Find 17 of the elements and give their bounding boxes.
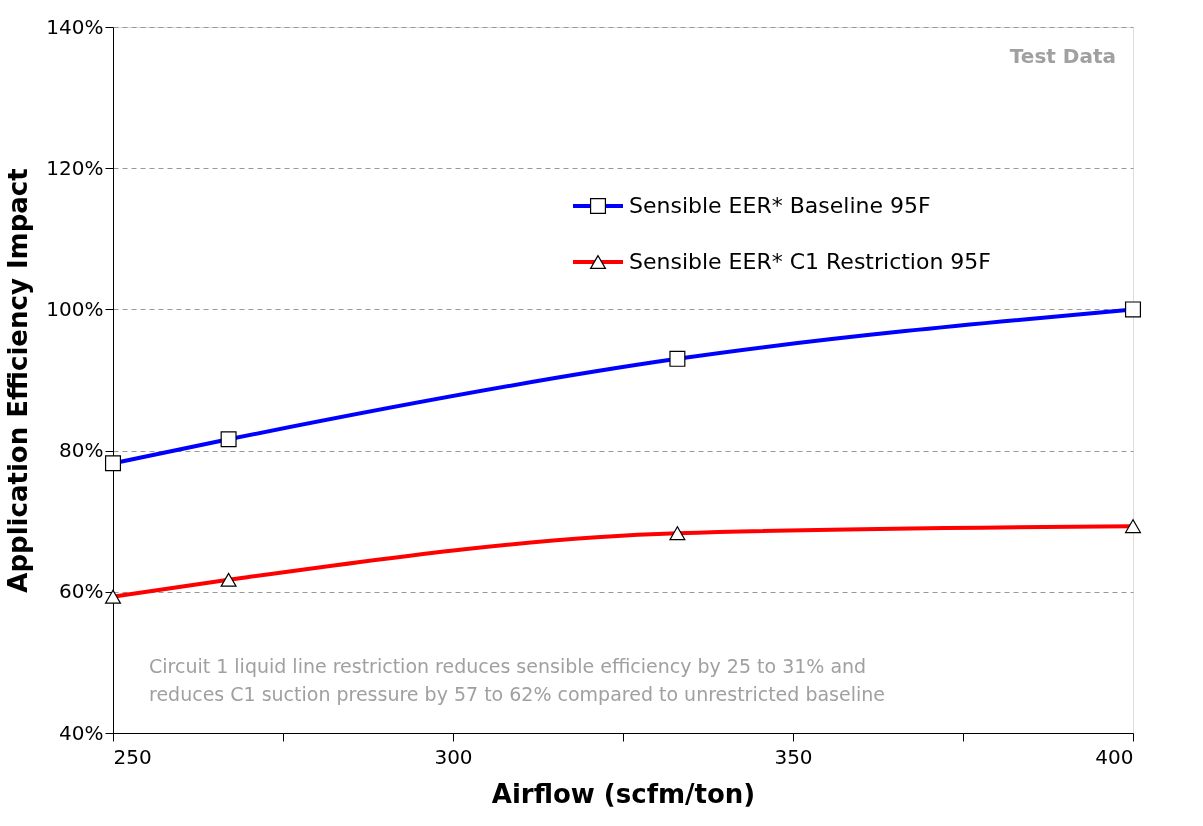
annotation: reduces C1 suction pressure by 57 to 62% compared to unrestricted baseline (149, 683, 885, 705)
y-tick-label: 100% (46, 296, 104, 321)
annotation: Test Data (1009, 44, 1116, 68)
annotation: Circuit 1 liquid line restriction reduces sensible efficiency by 25 to 31% and (149, 655, 867, 677)
x-tick-label: 400 (1095, 744, 1134, 769)
y-axis-title: Application Efficiency Impact (3, 168, 34, 593)
x-axis-title: Airflow (scfm/ton) (491, 778, 756, 809)
x-tick-label: 350 (774, 744, 813, 769)
legend-label: Sensible EER* C1 Restriction 95F (629, 249, 992, 274)
y-tick-label: 40% (59, 720, 104, 745)
y-tick-label: 140% (46, 14, 104, 39)
y-tick-label: 80% (59, 438, 104, 463)
legend-label: Sensible EER* Baseline 95F (629, 193, 931, 218)
y-tick-label: 60% (59, 579, 104, 604)
x-tick-label: 300 (434, 744, 473, 769)
x-tick-label: 250 (113, 744, 152, 769)
y-tick-label: 120% (46, 155, 104, 180)
